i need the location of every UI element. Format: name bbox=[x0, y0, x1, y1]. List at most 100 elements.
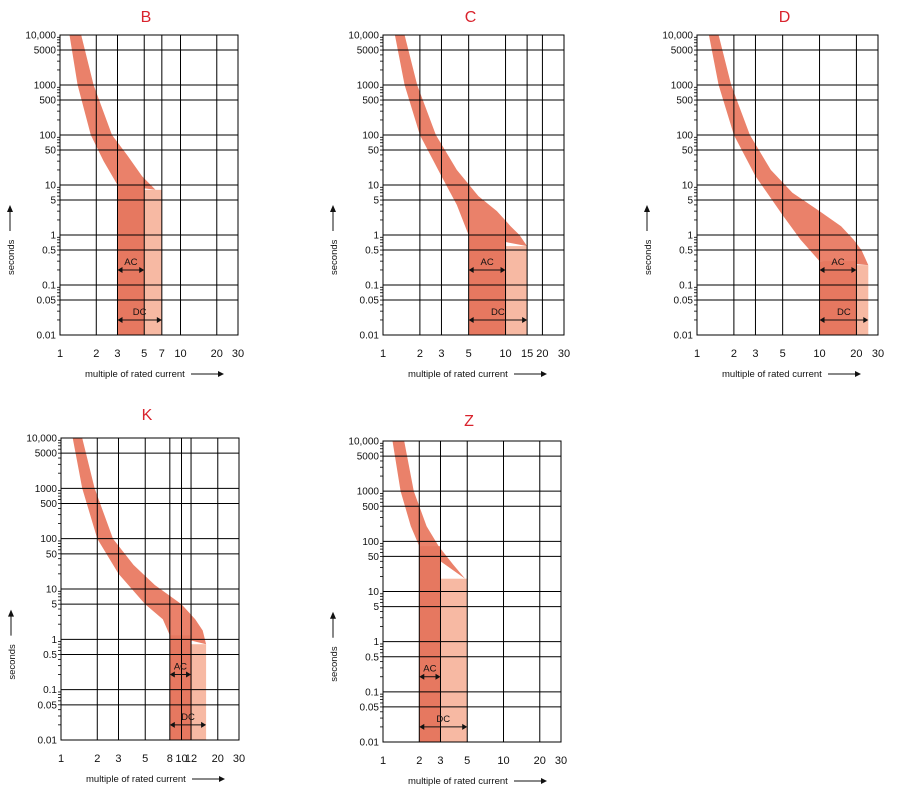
x-tick-label: 2 bbox=[416, 755, 422, 767]
y-tick-label: 1 bbox=[373, 637, 379, 648]
x-axis-arrow-head bbox=[541, 778, 547, 784]
x-tick-label: 8 bbox=[167, 753, 173, 765]
y-tick-label: 100 bbox=[676, 131, 693, 142]
y-tick-label: 5 bbox=[50, 196, 56, 207]
x-tick-label: 3 bbox=[437, 755, 443, 767]
x-tick-label: 5 bbox=[142, 753, 148, 765]
y-tick-label: 5 bbox=[373, 196, 379, 207]
y-tick-label: 5000 bbox=[357, 46, 380, 57]
y-tick-label: 1000 bbox=[671, 81, 694, 92]
ac-range-arrow-head-left bbox=[468, 266, 474, 273]
dc-range-arrow-head-left bbox=[819, 316, 825, 323]
dc-range-arrow-head-right bbox=[522, 316, 528, 323]
y-tick-label: 500 bbox=[40, 499, 57, 510]
dc-label: DC bbox=[181, 712, 195, 723]
dc-range-arrow-head-left bbox=[169, 721, 175, 728]
x-tick-label: 2 bbox=[93, 348, 99, 360]
y-tick-label: 10,000 bbox=[662, 31, 693, 42]
y-tick-label: 50 bbox=[682, 146, 694, 157]
y-tick-label: 5 bbox=[687, 196, 693, 207]
x-tick-label: 3 bbox=[115, 753, 121, 765]
y-tick-label: 1000 bbox=[357, 487, 380, 498]
x-tick-label: 3 bbox=[114, 348, 120, 360]
dc-label: DC bbox=[436, 714, 450, 725]
ac-range-arrow-head-left bbox=[169, 671, 175, 678]
x-tick-label: 5 bbox=[780, 348, 786, 360]
chart-title: C bbox=[465, 9, 477, 26]
y-tick-label: 10,000 bbox=[348, 31, 379, 42]
dc-range-arrow-head-left bbox=[419, 723, 425, 730]
x-tick-label: 1 bbox=[380, 755, 386, 767]
ac-range-arrow-head-right bbox=[851, 266, 857, 273]
y-axis-arrow-head bbox=[7, 205, 13, 212]
y-tick-label: 10 bbox=[368, 587, 380, 598]
y-tick-label: 1 bbox=[51, 635, 57, 646]
y-tick-label: 100 bbox=[39, 131, 56, 142]
chart-panel-b: B 0.01 0.05 0.1 0.5 1 5 10 50 100 500 1000 5000 10,00… bbox=[6, 9, 244, 380]
y-tick-label: 0.05 bbox=[360, 296, 380, 307]
y-tick-label: 10,000 bbox=[25, 31, 56, 42]
thermal-band bbox=[708, 35, 869, 266]
y-tick-label: 1 bbox=[373, 231, 379, 242]
x-tick-label: 10 bbox=[174, 348, 186, 360]
ac-range-arrow-head-left bbox=[419, 673, 425, 680]
y-tick-label: 0.5 bbox=[365, 246, 379, 257]
y-tick-label: 0.05 bbox=[674, 296, 694, 307]
y-axis-label: seconds bbox=[329, 239, 340, 275]
x-axis-label: multiple of rated current bbox=[722, 369, 822, 380]
plot-frame bbox=[60, 437, 240, 741]
magnetic-ac-region bbox=[819, 261, 857, 335]
ac-range-arrow-head-right bbox=[139, 266, 145, 273]
y-tick-label: 10 bbox=[45, 181, 57, 192]
chart-panel-c: C0.010.050.10.51510501005001000500010,00… bbox=[329, 9, 570, 380]
thermal-band bbox=[72, 438, 207, 645]
dc-range-arrow-head-left bbox=[468, 316, 474, 323]
x-tick-label: 30 bbox=[872, 348, 884, 360]
y-axis-arrow-head bbox=[330, 205, 336, 212]
y-tick-label: 0.5 bbox=[679, 246, 693, 257]
y-tick-label: 1 bbox=[687, 231, 693, 242]
plot-frame bbox=[59, 34, 239, 336]
y-tick-label: 50 bbox=[45, 146, 57, 157]
ac-label: AC bbox=[174, 662, 187, 673]
dc-label: DC bbox=[837, 307, 851, 318]
ac-label: AC bbox=[480, 257, 493, 268]
dc-label: DC bbox=[133, 307, 147, 318]
x-axis-label: multiple of rated current bbox=[86, 774, 186, 785]
y-tick-label: 0.5 bbox=[43, 650, 57, 661]
y-axis-label: seconds bbox=[6, 239, 17, 275]
y-tick-label: 0.01 bbox=[37, 331, 57, 342]
y-tick-label: 0.05 bbox=[38, 700, 58, 711]
x-tick-label: 2 bbox=[94, 753, 100, 765]
y-tick-label: 0.01 bbox=[674, 331, 694, 342]
x-tick-label: 20 bbox=[212, 753, 224, 765]
y-axis-label: seconds bbox=[643, 239, 654, 275]
x-tick-label: 1 bbox=[694, 348, 700, 360]
y-tick-label: 0.5 bbox=[42, 246, 56, 257]
ac-label: AC bbox=[831, 257, 844, 268]
chart-title: B bbox=[141, 9, 152, 26]
x-tick-label: 20 bbox=[534, 755, 546, 767]
x-axis-label: multiple of rated current bbox=[408, 369, 508, 380]
x-tick-label: 20 bbox=[211, 348, 223, 360]
thermal-band bbox=[69, 35, 156, 190]
y-tick-label: 5000 bbox=[35, 449, 58, 460]
y-tick-label: 10,000 bbox=[26, 434, 57, 445]
x-tick-label: 10 bbox=[813, 348, 825, 360]
x-tick-label: 2 bbox=[417, 348, 423, 360]
x-axis-arrow-head bbox=[541, 371, 547, 377]
thermal-band bbox=[394, 35, 528, 247]
magnetic-ac-region bbox=[169, 635, 192, 740]
ac-range-arrow-head-left bbox=[819, 266, 825, 273]
chart-title: K bbox=[142, 407, 153, 424]
thermal-band bbox=[392, 441, 466, 579]
chart-title: D bbox=[779, 9, 791, 26]
plot-frame bbox=[382, 34, 565, 336]
y-tick-label: 5 bbox=[51, 600, 57, 611]
x-tick-label: 5 bbox=[464, 755, 470, 767]
y-tick-label: 0.1 bbox=[43, 685, 57, 696]
x-tick-label: 3 bbox=[438, 348, 444, 360]
x-tick-label: 30 bbox=[232, 348, 244, 360]
ac-range-arrow-head-right bbox=[435, 673, 441, 680]
